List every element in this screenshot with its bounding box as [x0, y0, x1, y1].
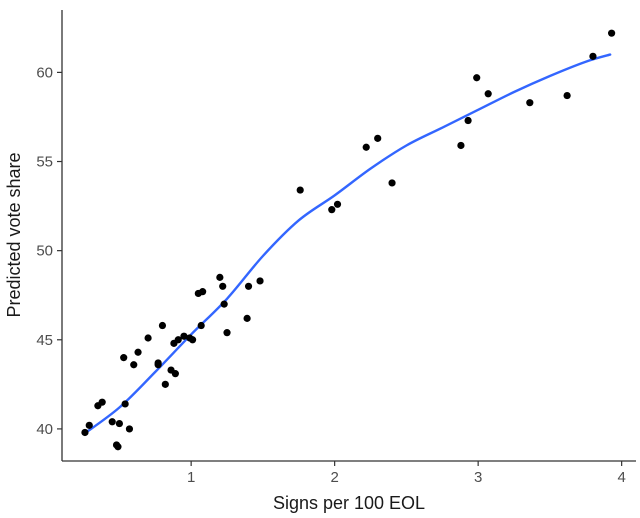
data-point	[589, 52, 597, 60]
data-point	[180, 332, 188, 340]
data-point	[188, 336, 197, 344]
data-point	[114, 443, 122, 451]
data-point	[115, 419, 123, 428]
data-point	[85, 421, 93, 429]
data-point	[154, 359, 162, 367]
data-point	[608, 29, 616, 37]
x-tick-label: 2	[330, 469, 338, 486]
data-point	[223, 329, 231, 337]
data-point	[526, 99, 534, 107]
y-ticks: 40 45 50 55 60	[36, 64, 62, 438]
data-point	[197, 321, 205, 330]
y-axis-title: Predicted vote share	[4, 152, 24, 317]
x-ticks: 1 2 3 4	[187, 461, 626, 486]
y-tick-label: 50	[36, 243, 53, 260]
data-point	[374, 134, 382, 142]
data-point	[333, 200, 342, 208]
y-tick-label: 60	[36, 64, 53, 81]
data-point	[362, 143, 370, 151]
data-point	[158, 321, 167, 330]
x-tick-label: 1	[187, 469, 195, 486]
y-tick-label: 40	[36, 421, 53, 438]
data-point	[171, 370, 179, 378]
data-point	[161, 380, 169, 388]
data-point	[134, 348, 142, 356]
data-point	[121, 400, 129, 408]
data-point	[219, 282, 227, 290]
data-point	[130, 361, 138, 369]
data-point	[563, 91, 571, 100]
plot-area: 40 45 50 55 60 1 2 3 4	[36, 10, 636, 486]
data-point	[243, 314, 251, 322]
data-point	[328, 206, 336, 214]
data-point	[199, 288, 207, 296]
data-point	[464, 116, 472, 125]
y-tick-label: 55	[36, 154, 53, 171]
data-point	[388, 179, 396, 187]
data-point	[98, 398, 106, 406]
x-tick-label: 3	[474, 469, 482, 486]
data-point	[296, 186, 304, 194]
data-point	[125, 425, 134, 433]
data-point	[120, 354, 128, 362]
data-point	[244, 282, 253, 290]
data-point	[81, 428, 89, 437]
data-point	[457, 141, 465, 150]
x-tick-label: 4	[617, 469, 625, 486]
data-points	[81, 29, 616, 451]
data-point	[256, 277, 264, 285]
data-point	[220, 300, 228, 308]
y-tick-label: 45	[36, 332, 53, 349]
x-axis-title: Signs per 100 EOL	[273, 493, 425, 513]
data-point	[484, 90, 492, 98]
data-point	[174, 336, 182, 344]
data-point	[144, 334, 152, 342]
data-point	[473, 74, 481, 82]
data-point	[108, 418, 116, 426]
data-point	[216, 273, 224, 281]
smooth-trend-line	[82, 53, 612, 436]
